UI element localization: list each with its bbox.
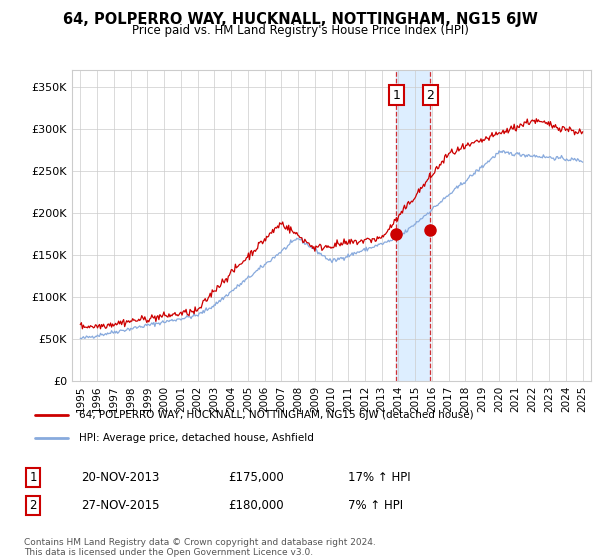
- Text: 64, POLPERRO WAY, HUCKNALL, NOTTINGHAM, NG15 6JW: 64, POLPERRO WAY, HUCKNALL, NOTTINGHAM, …: [62, 12, 538, 27]
- Text: 17% ↑ HPI: 17% ↑ HPI: [348, 470, 410, 484]
- Text: £175,000: £175,000: [228, 470, 284, 484]
- Text: 2: 2: [427, 88, 434, 102]
- Text: £180,000: £180,000: [228, 498, 284, 512]
- Text: Contains HM Land Registry data © Crown copyright and database right 2024.
This d: Contains HM Land Registry data © Crown c…: [24, 538, 376, 557]
- Text: HPI: Average price, detached house, Ashfield: HPI: Average price, detached house, Ashf…: [79, 433, 314, 443]
- Text: 1: 1: [392, 88, 400, 102]
- Text: 2: 2: [29, 498, 37, 512]
- Text: Price paid vs. HM Land Registry's House Price Index (HPI): Price paid vs. HM Land Registry's House …: [131, 24, 469, 36]
- Text: 64, POLPERRO WAY, HUCKNALL, NOTTINGHAM, NG15 6JW (detached house): 64, POLPERRO WAY, HUCKNALL, NOTTINGHAM, …: [79, 409, 474, 419]
- Text: 20-NOV-2013: 20-NOV-2013: [81, 470, 160, 484]
- Text: 7% ↑ HPI: 7% ↑ HPI: [348, 498, 403, 512]
- Bar: [397, 70, 430, 381]
- Text: 27-NOV-2015: 27-NOV-2015: [81, 498, 160, 512]
- Text: 1: 1: [29, 470, 37, 484]
